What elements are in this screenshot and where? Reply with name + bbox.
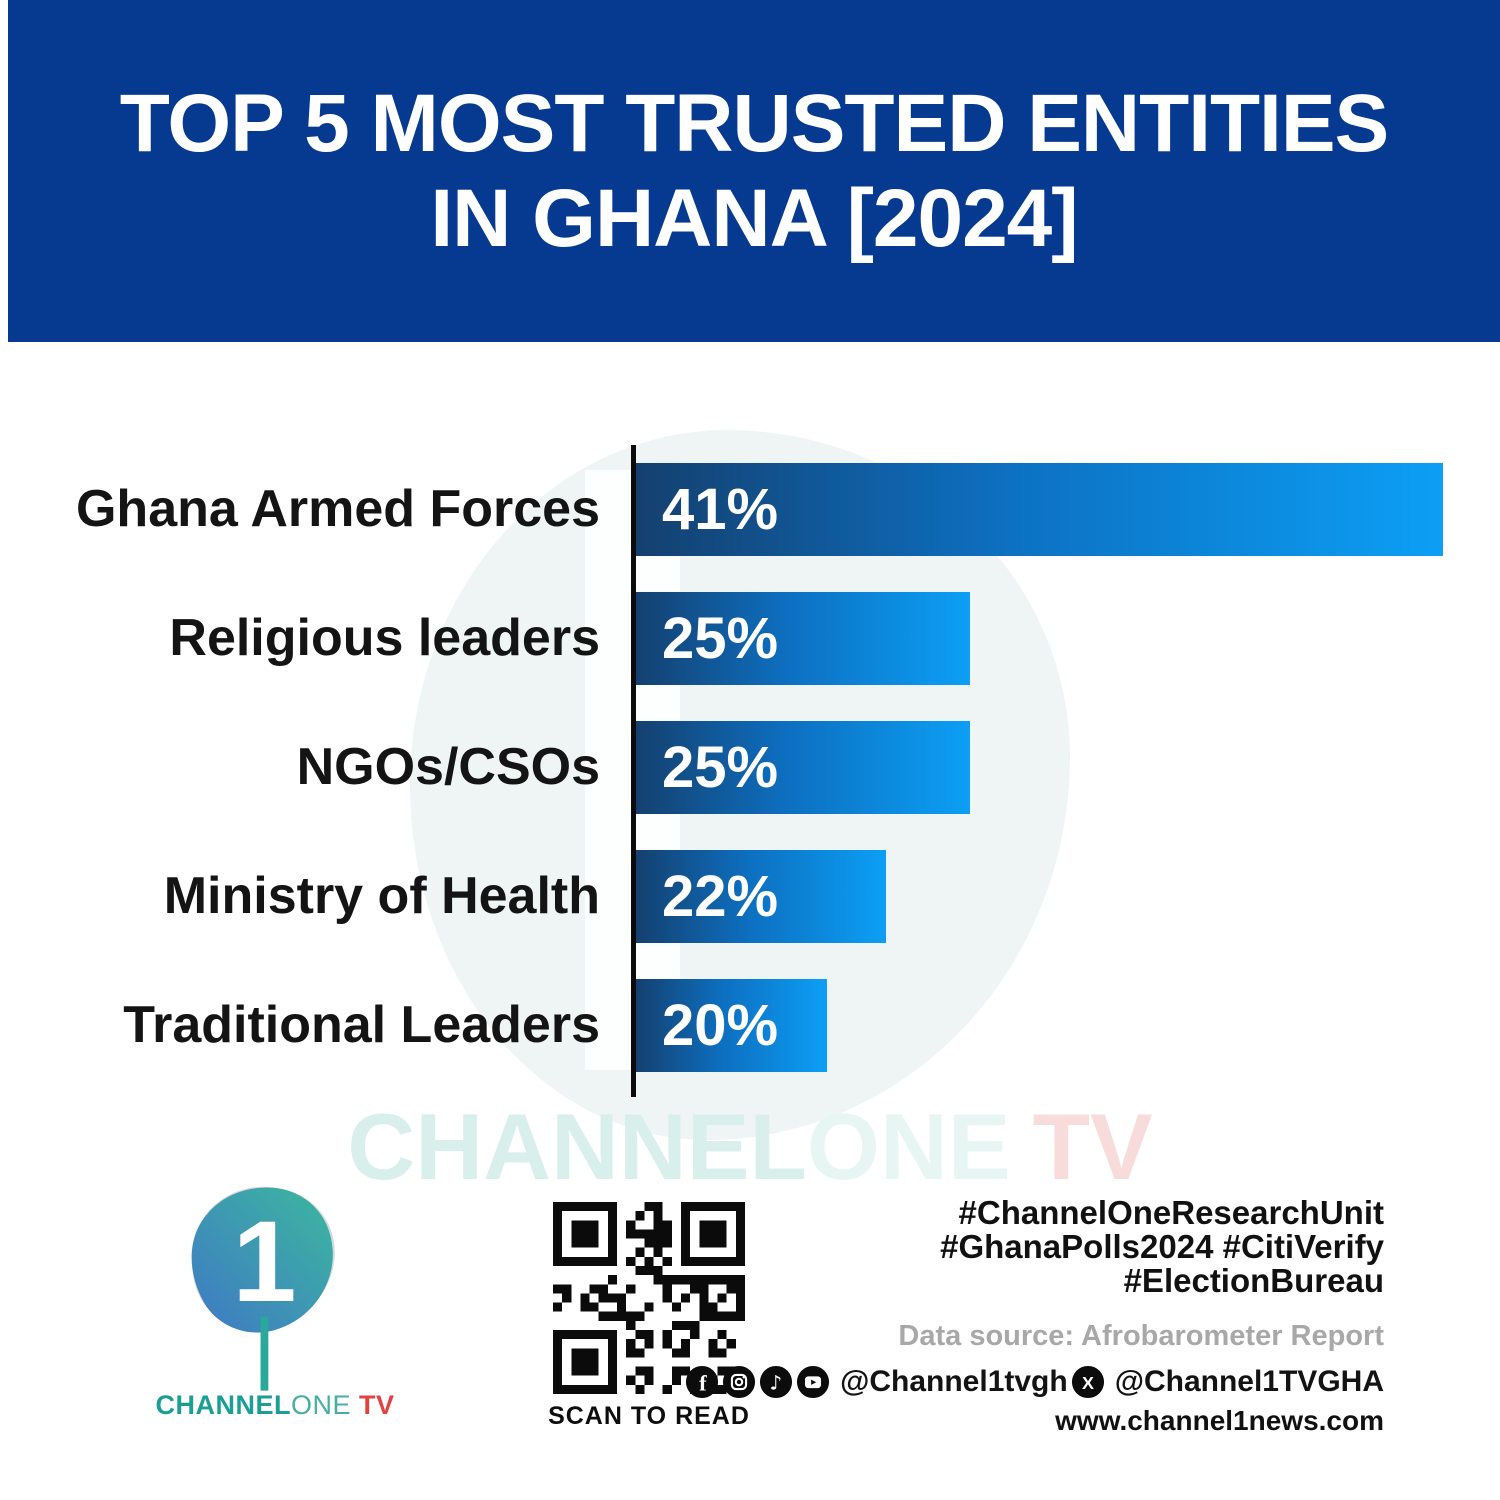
bar-ngos-csos: 25% — [636, 721, 970, 814]
svg-text:1: 1 — [232, 1198, 296, 1326]
hashtag-line-3: #ElectionBureau — [1123, 1262, 1384, 1299]
chart-row: Traditional Leaders 20% — [0, 979, 1500, 1072]
watermark-wordmark: CHANNELONE TV — [0, 1093, 1500, 1201]
chart-axis-line — [631, 445, 636, 1097]
bar-religious-leaders: 25% — [636, 592, 970, 685]
x-icon: X — [1071, 1365, 1104, 1399]
category-label-ngos-csos: NGOs/CSOs — [296, 738, 600, 796]
data-source-text: Data source: Afrobarometer Report — [898, 1320, 1384, 1352]
youtube-icon — [797, 1365, 830, 1399]
svg-text:f: f — [699, 1371, 707, 1396]
hashtag-line-1: #ChannelOneResearchUnit — [958, 1194, 1384, 1231]
footer-right-column: #ChannelOneResearchUnit #GhanaPolls2024 … — [682, 1196, 1384, 1437]
chart-row: Ghana Armed Forces 41% — [0, 463, 1500, 556]
channel-one-wordmark: CHANNELONE TV — [130, 1390, 420, 1421]
watermark-one-text: ONE — [806, 1094, 1011, 1199]
social-handle-main: @Channel1tvgh — [840, 1365, 1068, 1398]
category-label-ghana-armed-forces: Ghana Armed Forces — [75, 480, 600, 538]
page-title-line-1: TOP 5 MOST TRUSTED ENTITIES — [119, 78, 1389, 169]
bar-ministry-of-health: 22% — [636, 850, 886, 943]
chart-row: Religious leaders 25% — [0, 592, 1500, 685]
wordmark-channel-text: CHANNEL — [155, 1390, 291, 1420]
channel-one-logo: 1 — [165, 1182, 360, 1397]
value-label: 25% — [662, 606, 779, 671]
category-label-ministry-of-health: Ministry of Health — [163, 867, 600, 925]
social-row: f ♪ @Channel1tvgh X @Channel — [682, 1365, 1384, 1399]
watermark-tv-text: TV — [1032, 1094, 1153, 1199]
wordmark-one-text: ONE — [290, 1390, 351, 1420]
social-handle-x: @Channel1TVGHA — [1114, 1365, 1384, 1398]
qr-code — [553, 1202, 745, 1394]
bar-ghana-armed-forces: 41% — [636, 463, 1443, 556]
chart-row: Ministry of Health 22% — [0, 850, 1500, 943]
value-label: 41% — [662, 477, 779, 542]
category-label-traditional-leaders: Traditional Leaders — [123, 996, 600, 1054]
category-label-religious-leaders: Religious leaders — [169, 609, 600, 667]
bar-traditional-leaders: 20% — [636, 979, 827, 1072]
value-label: 25% — [662, 735, 779, 800]
tiktok-icon: ♪ — [760, 1365, 793, 1399]
svg-text:X: X — [1082, 1373, 1094, 1393]
wordmark-tv-text: TV — [359, 1390, 395, 1420]
instagram-icon — [723, 1365, 756, 1399]
value-label: 22% — [662, 864, 779, 929]
page-title-line-2: IN GHANA [2024] — [430, 173, 1078, 264]
website-url: www.channel1news.com — [1055, 1405, 1384, 1436]
qr-code-pattern — [553, 1202, 745, 1394]
svg-text:♪: ♪ — [770, 1372, 783, 1395]
facebook-icon: f — [686, 1365, 719, 1399]
header-band: TOP 5 MOST TRUSTED ENTITIES IN GHANA [20… — [8, 0, 1500, 342]
hashtag-line-2: #GhanaPolls2024 #CitiVerify — [940, 1228, 1384, 1265]
value-label: 20% — [662, 993, 779, 1058]
qr-caption: SCAN TO READ — [548, 1402, 750, 1430]
chart-row: NGOs/CSOs 25% — [0, 721, 1500, 814]
channel-one-logo-icon: 1 — [191, 1186, 335, 1391]
watermark-channel-text: CHANNEL — [347, 1094, 807, 1199]
